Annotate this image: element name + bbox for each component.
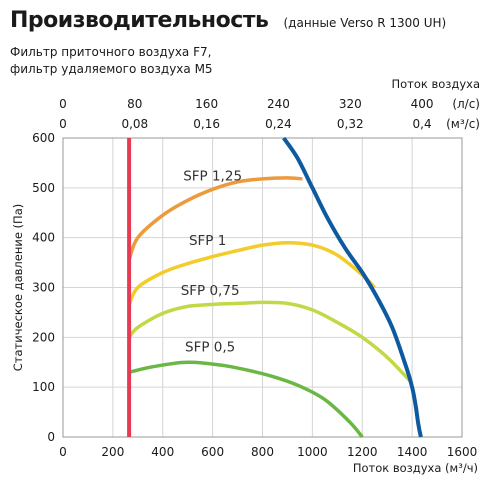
y-tick-label: 0 bbox=[47, 430, 55, 444]
x-tick-label: 1600 bbox=[447, 445, 478, 459]
top-ls-tick-label: 320 bbox=[339, 97, 362, 111]
x-tick-label: 400 bbox=[151, 445, 174, 459]
x-tick-label: 0 bbox=[59, 445, 67, 459]
top-m3s-tick-label: 0,08 bbox=[121, 117, 148, 131]
y-tick-label: 200 bbox=[32, 330, 55, 344]
y-tick-label: 300 bbox=[32, 281, 55, 295]
x-tick-label: 600 bbox=[201, 445, 224, 459]
y-axis-title: Статическое давление (Па) bbox=[11, 204, 25, 371]
top-ls-tick-label: 400 bbox=[411, 97, 434, 111]
y-tick-label: 500 bbox=[32, 181, 55, 195]
y-tick-label: 100 bbox=[32, 380, 55, 394]
chart-grid bbox=[62, 137, 463, 438]
sfp-125-curve bbox=[127, 176, 303, 261]
x-tick-label: 800 bbox=[251, 445, 274, 459]
filter-line-2: фильтр удаляемого воздуха M5 bbox=[10, 62, 213, 76]
series-label: SFP 1,25 bbox=[183, 168, 242, 184]
filter-line-1: Фильтр приточного воздуха F7, bbox=[10, 45, 212, 59]
top-ls-tick-label: 0 bbox=[59, 97, 67, 111]
x-tick-label: 1200 bbox=[347, 445, 378, 459]
chart-tick-labels: 0 200 400 600 800 1000 1200 1400 160001002003004… bbox=[32, 97, 477, 459]
top-ls-unit: (л/с) bbox=[452, 97, 480, 111]
top-m3s-tick-label: 0,32 bbox=[337, 117, 364, 131]
chart-series-labels: SFP 1,25 SFP 1 SFP 0,75 SFP 0,5 bbox=[181, 168, 242, 355]
top-ls-tick-label: 80 bbox=[127, 97, 142, 111]
chart-series bbox=[127, 136, 423, 439]
top-m3s-tick-label: 0,24 bbox=[265, 117, 292, 131]
top-ls-tick-label: 240 bbox=[267, 97, 290, 111]
x-tick-label: 1000 bbox=[297, 445, 328, 459]
title-row: Производительность (данные Verso R 1300 … bbox=[10, 8, 446, 33]
series-label: SFP 0,75 bbox=[181, 283, 240, 299]
y-tick-label: 600 bbox=[32, 131, 55, 145]
x-tick-label: 200 bbox=[101, 445, 124, 459]
chart-title: Производительность bbox=[10, 8, 269, 33]
chart-model-note: (данные Verso R 1300 UH) bbox=[283, 16, 447, 30]
sfp-075-curve bbox=[127, 300, 414, 385]
x-tick-label: 1400 bbox=[397, 445, 428, 459]
x-axis-title: Поток воздуха (м³/ч) bbox=[353, 461, 478, 475]
top-ls-tick-label: 160 bbox=[195, 97, 218, 111]
top-m3s-tick-label: 0,4 bbox=[413, 117, 432, 131]
top-m3s-tick-label: 0,16 bbox=[193, 117, 220, 131]
top-m3s-tick-label: 0 bbox=[59, 117, 67, 131]
sfp-1-curve bbox=[127, 240, 376, 306]
top-axis-title: Поток воздуха bbox=[391, 77, 480, 91]
plot-frame bbox=[62, 137, 463, 438]
sfp-05-curve bbox=[128, 360, 364, 439]
y-tick-label: 400 bbox=[32, 231, 55, 245]
series-label: SFP 0,5 bbox=[185, 339, 235, 355]
series-label: SFP 1 bbox=[189, 233, 226, 249]
max-capacity-curve bbox=[282, 136, 423, 438]
top-m3s-unit: (м³/с) bbox=[446, 117, 480, 131]
